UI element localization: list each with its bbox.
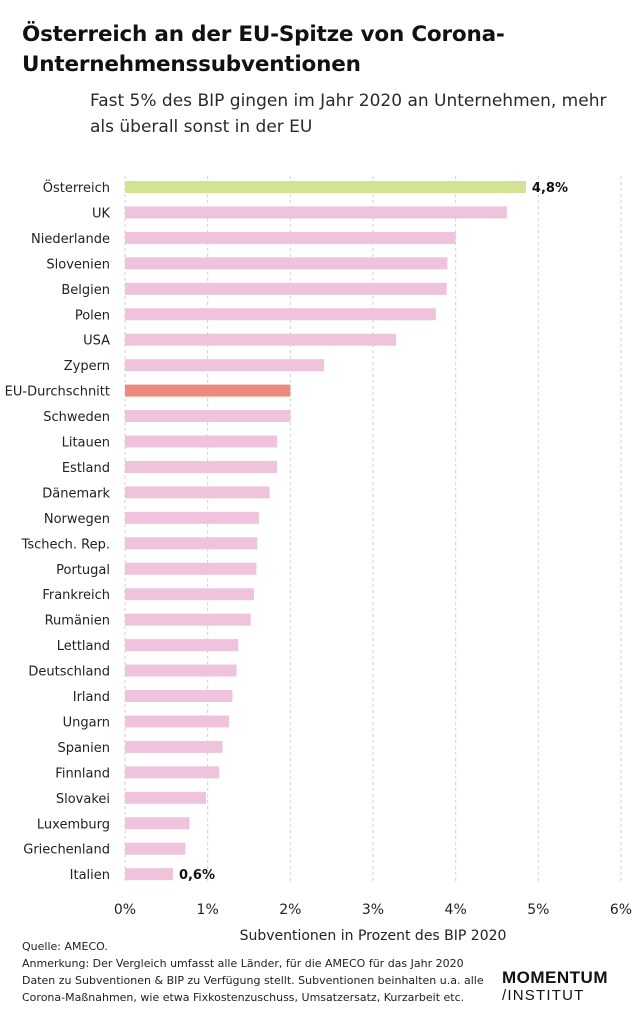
- category-label-usa: USA: [83, 334, 110, 349]
- bar-lettland: [125, 639, 239, 652]
- bar-tschech-rep: [125, 537, 258, 550]
- category-label-ungarn: Ungarn: [63, 715, 110, 730]
- x-tick-label-0: 0%: [114, 902, 136, 918]
- bar-rumanien: [125, 613, 251, 626]
- bar-portugal: [125, 562, 257, 575]
- category-label-polen: Polen: [75, 308, 110, 323]
- x-tick-label-3: 3%: [362, 902, 384, 918]
- category-label-frankreich: Frankreich: [42, 588, 110, 603]
- bar-deutschland: [125, 664, 237, 677]
- x-tick-label-1: 1%: [197, 902, 219, 918]
- category-label-slovenien: Slovenien: [46, 257, 110, 272]
- bar-ungarn: [125, 715, 230, 728]
- bar-norwegen: [125, 511, 259, 524]
- category-label-deutschland: Deutschland: [28, 665, 110, 680]
- category-label-finnland: Finnland: [55, 766, 110, 781]
- category-label-uk: UK: [92, 206, 111, 221]
- footnote: Quelle: AMECO. Anmerkung: Der Vergleich …: [22, 938, 492, 1006]
- bar-estland: [125, 460, 278, 473]
- category-label-eu-durchschnitt: EU-Durchschnitt: [5, 385, 110, 400]
- source-text: Quelle: AMECO.: [22, 940, 108, 953]
- bar-belgien: [125, 282, 447, 295]
- x-tick-label-6: 6%: [610, 902, 632, 918]
- bar-finnland: [125, 766, 220, 779]
- x-tick-label-5: 5%: [527, 902, 549, 918]
- category-label-lettland: Lettland: [57, 639, 110, 654]
- bar-luxemburg: [125, 817, 190, 830]
- chart-subtitle: Fast 5% des BIP gingen im Jahr 2020 an U…: [90, 91, 607, 137]
- bar-italien: [125, 868, 173, 881]
- category-label-tschech-rep: Tschech. Rep.: [21, 537, 110, 552]
- logo-line-1: MOMENTUM: [502, 968, 608, 987]
- bar-chart: Österreich 4,8% UK Niederlande Slovenien Belg…: [5, 176, 632, 944]
- category-label-belgien: Belgien: [61, 283, 110, 298]
- bar-griechenland: [125, 842, 186, 855]
- category-label-osterreich: Österreich: [43, 179, 110, 196]
- category-label-portugal: Portugal: [56, 563, 110, 578]
- category-label-slovakei: Slovakei: [56, 792, 110, 807]
- category-label-norwegen: Norwegen: [44, 512, 110, 527]
- category-label-danemark: Dänemark: [42, 486, 110, 501]
- momentum-institut-logo: MOMENTUM /INSTITUT: [502, 968, 632, 1005]
- data-label-osterreich: 4,8%: [532, 181, 568, 196]
- bar-niederlande: [125, 231, 456, 244]
- category-label-niederlande: Niederlande: [31, 232, 110, 247]
- logo-line-2: /INSTITUT: [502, 987, 585, 1004]
- category-label-griechenland: Griechenland: [23, 843, 110, 858]
- x-axis-label: Subventionen in Prozent des BIP 2020: [240, 928, 507, 944]
- x-tick-label-2: 2%: [279, 902, 301, 918]
- data-label-italien: 0,6%: [179, 868, 215, 883]
- category-label-spanien: Spanien: [57, 741, 110, 756]
- note-text: Anmerkung: Der Vergleich umfasst alle Lä…: [22, 957, 484, 1004]
- bar-slovakei: [125, 791, 207, 804]
- bar-slovenien: [125, 257, 448, 270]
- chart-title: Österreich an der EU-Spitze von Corona-U…: [22, 22, 505, 77]
- bar-irland: [125, 690, 233, 702]
- category-label-luxemburg: Luxemburg: [37, 817, 110, 832]
- bar-osterreich: [125, 181, 526, 193]
- bar-litauen: [125, 435, 278, 448]
- bar-frankreich: [125, 588, 254, 601]
- category-label-irland: Irland: [73, 690, 110, 705]
- category-label-italien: Italien: [70, 868, 110, 883]
- bar-schweden: [125, 410, 291, 423]
- category-label-estland: Estland: [62, 461, 110, 476]
- bar-usa: [125, 333, 397, 346]
- bar-uk: [125, 206, 507, 219]
- category-label-rumanien: Rumänien: [45, 614, 110, 629]
- x-tick-label-4: 4%: [445, 902, 467, 918]
- bar-polen: [125, 308, 436, 321]
- category-label-litauen: Litauen: [62, 436, 110, 451]
- category-label-zypern: Zypern: [64, 359, 110, 374]
- bar-zypern: [125, 359, 325, 372]
- bar-danemark: [125, 486, 270, 499]
- category-label-schweden: Schweden: [43, 410, 110, 425]
- bar-eu-durchschnitt: [125, 384, 291, 397]
- bar-spanien: [125, 740, 223, 753]
